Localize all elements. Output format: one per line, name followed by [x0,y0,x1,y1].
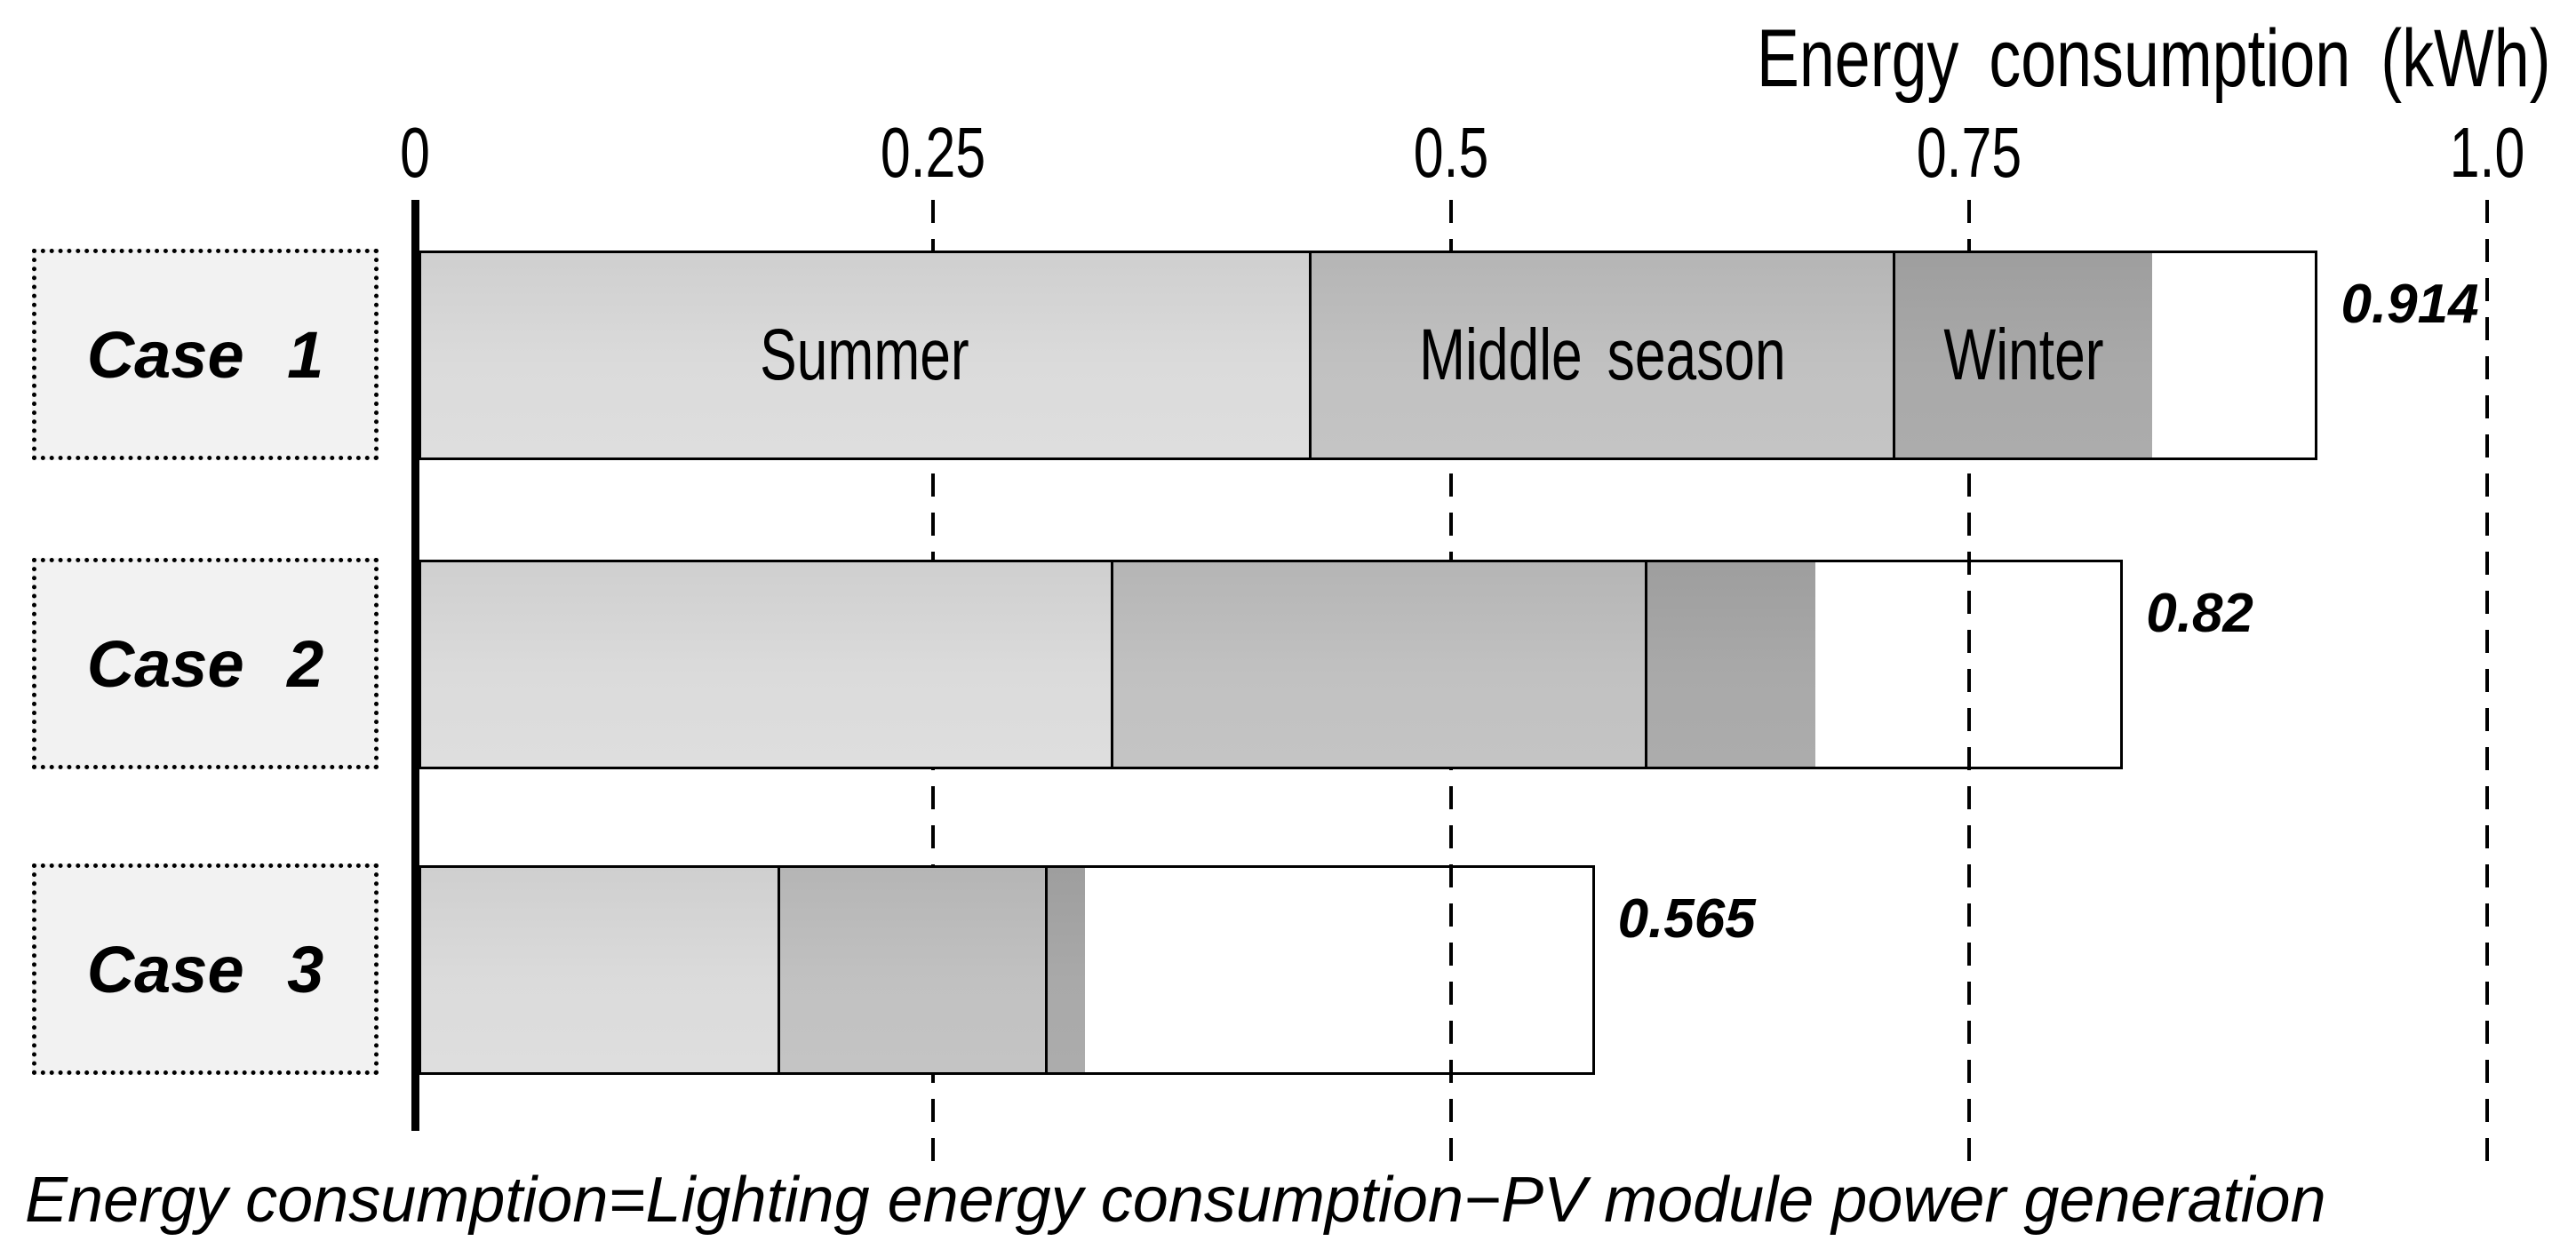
total-value-label: 0.914 [2341,274,2479,335]
axis-tick-label: 0.25 [880,113,986,192]
bar-segment-middle-season [1110,562,1646,767]
stacked-bar [419,560,2123,769]
chart-title: Energy consumption (kWh) [1757,13,2551,104]
axis-tick-label: 0.5 [1413,113,1489,192]
dashed-gridline [1967,200,1971,1162]
case-label: Case 2 [86,626,324,701]
y-axis-line [411,200,419,1131]
bar-segment-winter: Winter [1893,253,2153,457]
segment-label: Middle season [1418,314,1786,395]
bar-segment-winter [1645,562,1815,767]
case-label-box: Case 1 [32,249,379,460]
bar-segment-middle-season [778,868,1046,1072]
bar-segment-summer: Summer [421,253,1309,457]
dashed-gridline [2485,200,2489,1162]
bar-segment-winter [1045,868,1086,1072]
case-label-box: Case 3 [32,863,379,1075]
chart-footnote: Energy consumption=Lighting energy consu… [25,1165,2326,1236]
total-value-label: 0.82 [2146,583,2253,644]
stacked-bar [419,865,1595,1075]
bar-segment-middle-season: Middle season [1308,253,1894,457]
case-label: Case 1 [86,317,324,392]
case-label: Case 3 [86,932,324,1006]
bar-segment-summer [421,868,778,1072]
segment-label: Winter [1943,314,2104,395]
stacked-bar: Summer Middle season Winter [419,251,2317,460]
axis-tick-label: 0 [400,113,430,192]
axis-tick-label: 0.75 [1916,113,2022,192]
bar-segment-summer [421,562,1111,767]
total-value-label: 0.565 [1617,888,1756,950]
axis-tick-label: 1.0 [2449,113,2525,192]
case-label-box: Case 2 [32,558,379,769]
segment-label: Summer [760,314,970,395]
